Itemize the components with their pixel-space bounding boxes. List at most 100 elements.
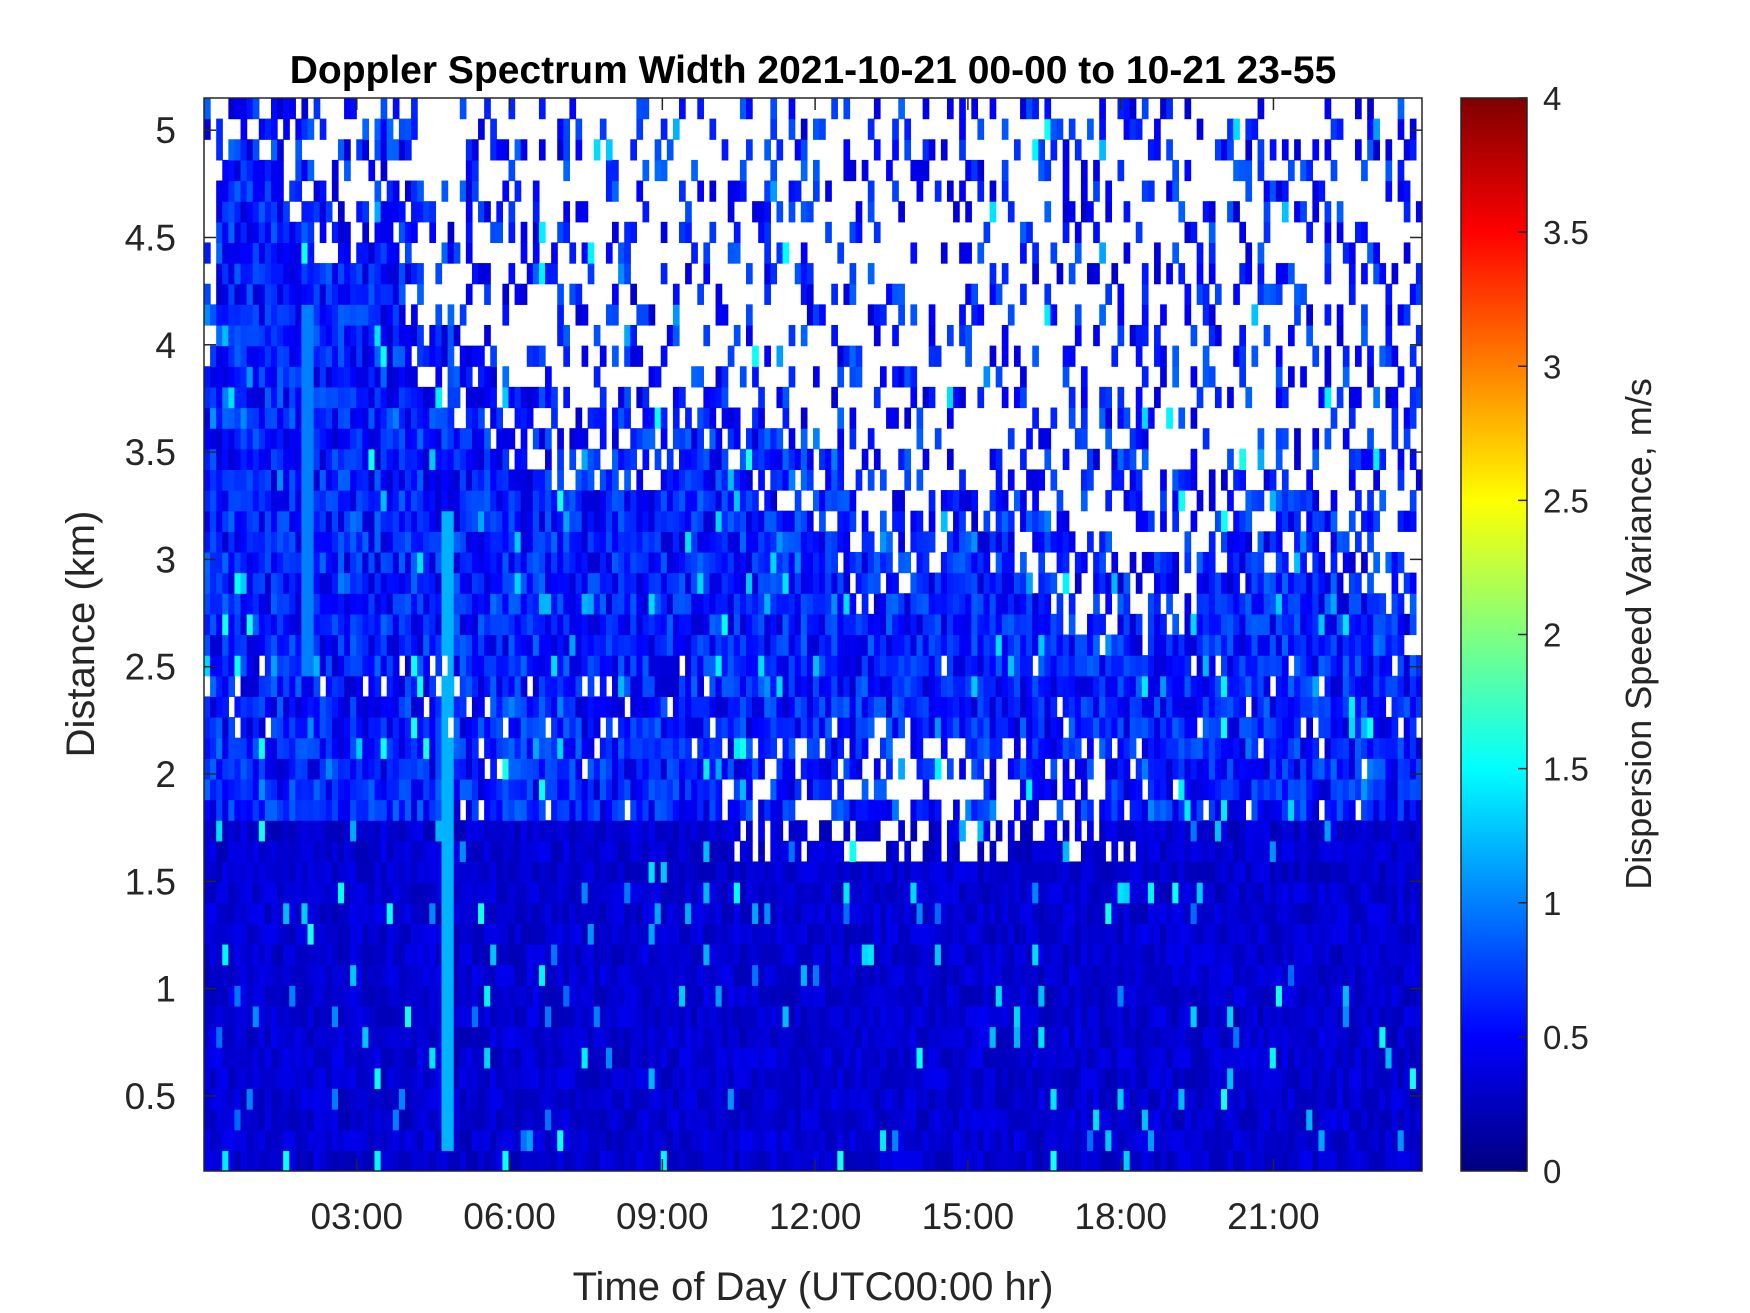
- heatmap-cell: [277, 655, 284, 677]
- heatmap-cell: [636, 345, 644, 367]
- heatmap-cell: [337, 263, 345, 285]
- heatmap-cell: [569, 572, 577, 594]
- heatmap-cell: [721, 572, 729, 594]
- heatmap-cell: [873, 98, 881, 120]
- heatmap-cell: [849, 345, 857, 367]
- heatmap-cell: [800, 572, 808, 594]
- heatmap-cell: [526, 861, 534, 883]
- heatmap-cell: [289, 407, 296, 429]
- heatmap-cell: [764, 613, 771, 636]
- heatmap-cell: [666, 469, 674, 491]
- heatmap-cell: [295, 428, 303, 450]
- heatmap-cell: [715, 386, 723, 409]
- heatmap-cell: [691, 840, 698, 863]
- heatmap-cell: [581, 1047, 589, 1069]
- heatmap-cell: [447, 613, 455, 636]
- heatmap-cell: [636, 531, 644, 553]
- heatmap-cell: [295, 820, 303, 842]
- heatmap-cell: [465, 613, 473, 636]
- heatmap-cell: [788, 531, 796, 553]
- heatmap-cell: [411, 98, 418, 120]
- heatmap-cell: [575, 778, 583, 801]
- heatmap-cell: [672, 469, 680, 491]
- heatmap-cell: [270, 696, 278, 718]
- heatmap-cell: [270, 283, 278, 305]
- heatmap-cell: [654, 1047, 662, 1069]
- heatmap-cell: [660, 428, 668, 450]
- heatmap-cell: [484, 985, 491, 1007]
- heatmap-cell: [423, 531, 430, 553]
- heatmap-cell: [204, 490, 211, 512]
- heatmap-cell: [819, 861, 826, 883]
- heatmap-cell: [246, 1067, 254, 1090]
- heatmap-cell: [672, 1109, 680, 1131]
- heatmap-cell: [843, 510, 851, 532]
- heatmap-cell: [843, 1047, 851, 1069]
- heatmap-cell: [551, 902, 558, 924]
- heatmap-cell: [569, 985, 577, 1007]
- heatmap-cell: [654, 655, 662, 677]
- heatmap-cell: [636, 882, 644, 904]
- heatmap-cell: [490, 964, 497, 986]
- heatmap-cell: [417, 1088, 424, 1110]
- heatmap-cell: [551, 593, 558, 615]
- heatmap-cell: [447, 428, 455, 450]
- heatmap-cell: [879, 1109, 887, 1131]
- heatmap-cell: [642, 1150, 650, 1171]
- heatmap-cell: [447, 799, 455, 821]
- heatmap-cell: [660, 572, 668, 594]
- heatmap-cell: [727, 1088, 735, 1110]
- heatmap-cell: [569, 820, 577, 842]
- heatmap-cell: [831, 675, 838, 697]
- heatmap-cell: [855, 902, 863, 924]
- heatmap-cell: [325, 1088, 333, 1110]
- heatmap-cell: [246, 551, 254, 574]
- heatmap-cell: [843, 1129, 851, 1151]
- heatmap-cell: [228, 469, 236, 491]
- heatmap-cell: [837, 469, 845, 491]
- heatmap-cell: [386, 180, 394, 202]
- heatmap-cell: [368, 758, 376, 780]
- heatmap-cell: [246, 944, 254, 966]
- heatmap-cell: [746, 469, 753, 491]
- heatmap-cell: [301, 428, 309, 450]
- heatmap-cell: [776, 840, 784, 863]
- heatmap-cell: [459, 655, 467, 677]
- heatmap-cell: [666, 737, 674, 759]
- heatmap-cell: [447, 221, 455, 244]
- heatmap-cell: [240, 696, 248, 718]
- heatmap-cell: [459, 1067, 467, 1090]
- heatmap-cell: [587, 1109, 595, 1131]
- heatmap-cell: [624, 634, 631, 656]
- heatmap-cell: [289, 840, 296, 863]
- heatmap-cell: [892, 840, 899, 863]
- heatmap-cell: [672, 1088, 680, 1110]
- heatmap-cell: [630, 345, 637, 367]
- heatmap-cell: [295, 737, 303, 759]
- heatmap-cell: [441, 1150, 449, 1171]
- heatmap-cell: [240, 593, 248, 615]
- heatmap-cell: [575, 758, 583, 780]
- heatmap-cell: [685, 1150, 692, 1171]
- heatmap-cell: [204, 1005, 211, 1028]
- heatmap-cell: [386, 386, 394, 409]
- heatmap-cell: [368, 593, 376, 615]
- heatmap-cell: [575, 882, 583, 904]
- heatmap-cell: [910, 1067, 918, 1090]
- heatmap-cell: [557, 448, 564, 471]
- heatmap-cell: [660, 263, 668, 285]
- heatmap-cell: [453, 861, 461, 883]
- heatmap-cell: [277, 861, 284, 883]
- heatmap-cell: [520, 840, 528, 863]
- heatmap-cell: [307, 717, 315, 739]
- heatmap-cell: [423, 1047, 430, 1069]
- heatmap-cell: [526, 510, 534, 532]
- heatmap-cell: [855, 1088, 863, 1110]
- heatmap-cell: [679, 613, 686, 636]
- heatmap-cell: [277, 634, 284, 656]
- heatmap-cell: [886, 717, 893, 739]
- heatmap-cell: [216, 407, 223, 429]
- heatmap-cell: [886, 593, 893, 615]
- heatmap-cell: [806, 1150, 814, 1171]
- heatmap-cell: [392, 263, 400, 285]
